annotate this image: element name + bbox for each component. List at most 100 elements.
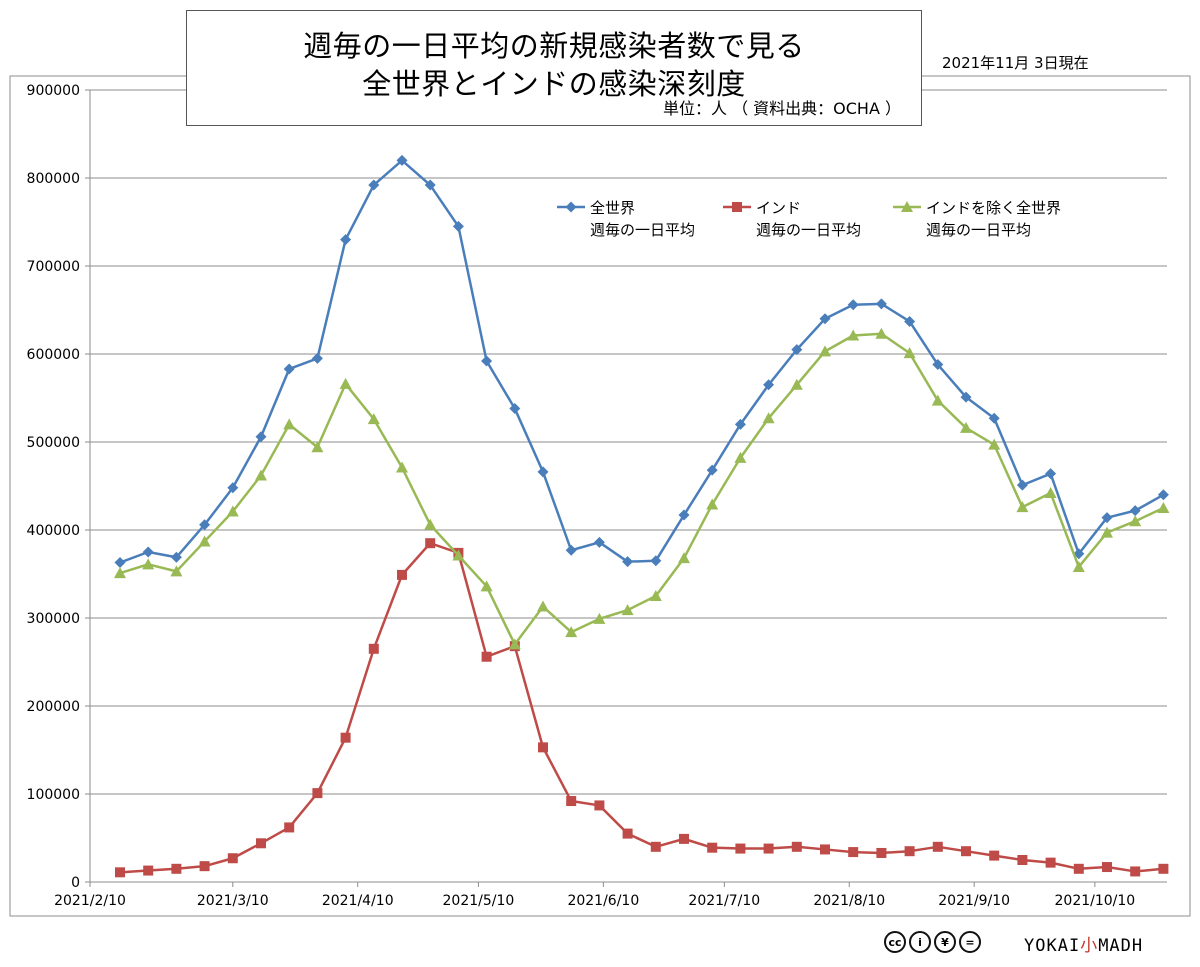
- y-tick-label: 700000: [27, 259, 80, 275]
- legend-swatch-marker: [732, 202, 742, 212]
- data-point: [819, 345, 831, 357]
- x-tick-label: 2021/3/10: [197, 893, 269, 909]
- data-point: [763, 843, 774, 854]
- series-line: [119, 541, 1164, 874]
- data-point: [594, 800, 605, 811]
- y-tick-label: 300000: [27, 611, 80, 627]
- x-tick-label: 2021/9/10: [938, 893, 1010, 909]
- date-note: 2021年11月 3日現在: [942, 54, 1089, 72]
- data-point: [367, 413, 380, 425]
- data-point: [706, 498, 719, 510]
- y-tick-label: 0: [71, 875, 80, 891]
- series-2: [115, 538, 1169, 878]
- data-point: [1130, 866, 1141, 877]
- data-point: [931, 394, 944, 406]
- data-point: [1044, 487, 1057, 499]
- brand-logo: YOKAI小MADH: [1024, 931, 1143, 956]
- data-point: [678, 552, 690, 564]
- data-point: [481, 651, 492, 662]
- data-point: [199, 519, 211, 531]
- data-point: [904, 315, 916, 327]
- x-tick-label: 2021/5/10: [443, 893, 515, 909]
- data-point: [1158, 863, 1169, 874]
- data-point: [1045, 468, 1057, 480]
- data-point: [226, 505, 239, 517]
- data-point: [1157, 489, 1169, 501]
- data-point: [198, 535, 211, 547]
- legend-label: インドを除く全世界: [926, 199, 1061, 217]
- data-point: [424, 179, 436, 191]
- data-point: [707, 842, 718, 853]
- y-tick-label: 900000: [27, 83, 80, 99]
- data-point: [791, 841, 802, 852]
- data-point: [340, 234, 352, 246]
- data-point: [679, 833, 689, 844]
- y-tick-label: 100000: [27, 787, 80, 803]
- data-point: [565, 626, 578, 638]
- data-point: [875, 327, 888, 339]
- brand-right: MADH: [1098, 936, 1144, 956]
- data-point: [961, 846, 971, 857]
- data-point: [790, 378, 803, 390]
- data-point: [988, 412, 1000, 424]
- data-point: [734, 451, 747, 463]
- data-point: [424, 518, 437, 530]
- data-point: [480, 580, 493, 592]
- data-point: [339, 377, 352, 389]
- data-point: [143, 865, 154, 876]
- data-point: [312, 788, 323, 799]
- data-point: [255, 469, 267, 481]
- data-point: [1101, 512, 1113, 524]
- data-point: [115, 867, 125, 878]
- data-point: [537, 466, 549, 478]
- data-point: [650, 841, 661, 852]
- license-badges: cc i ¥ =: [884, 929, 984, 955]
- data-point: [114, 567, 126, 579]
- data-point: [396, 154, 408, 166]
- data-point: [1016, 501, 1029, 513]
- data-point: [1129, 505, 1141, 517]
- data-point: [256, 838, 266, 849]
- data-point: [847, 299, 859, 311]
- data-point: [452, 220, 464, 232]
- x-tick-label: 2021/2/10: [54, 893, 126, 909]
- y-tick-label: 600000: [27, 347, 80, 363]
- data-point: [847, 329, 860, 341]
- data-point: [989, 850, 1000, 861]
- data-point: [538, 742, 548, 753]
- data-point: [396, 461, 408, 473]
- brand-mid: 小: [1080, 936, 1099, 956]
- data-point: [509, 403, 521, 415]
- series-line: [119, 332, 1164, 646]
- data-point: [537, 600, 549, 612]
- data-point: [1101, 526, 1113, 538]
- data-point: [566, 796, 577, 807]
- data-point: [368, 643, 379, 654]
- data-point: [171, 863, 182, 874]
- data-point: [1102, 862, 1112, 873]
- data-point: [763, 379, 775, 391]
- data-point: [650, 555, 662, 567]
- data-point: [142, 558, 155, 570]
- data-point: [311, 441, 324, 453]
- data-point: [170, 565, 183, 577]
- data-point: [875, 298, 887, 310]
- chart-title-box: 週毎の一日平均の新規感染者数で見る 全世界とインドの感染深刻度 単位：人 （ 資…: [186, 10, 922, 126]
- data-point: [114, 557, 126, 569]
- data-point: [397, 569, 407, 580]
- series-3: [114, 327, 1170, 650]
- cc-icon: cc: [884, 931, 906, 953]
- by-icon: i: [909, 931, 931, 953]
- data-point: [1017, 855, 1028, 865]
- data-point: [593, 536, 605, 548]
- data-point: [706, 464, 718, 476]
- data-point: [283, 418, 296, 430]
- data-point: [1129, 515, 1142, 527]
- data-point: [876, 847, 887, 858]
- data-point: [142, 546, 154, 558]
- data-point: [649, 590, 662, 601]
- data-point: [425, 538, 436, 549]
